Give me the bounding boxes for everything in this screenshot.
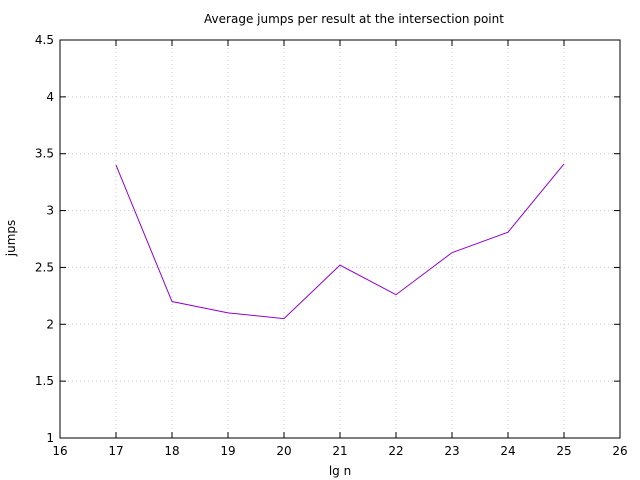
x-tick-label: 22: [388, 444, 403, 458]
y-tick-label: 3: [46, 204, 54, 218]
x-tick-label: 25: [556, 444, 571, 458]
y-tick-label: 2.5: [35, 260, 54, 274]
x-tick-label: 23: [444, 444, 459, 458]
series-lines: [115, 163, 565, 320]
x-tick-label: 21: [332, 444, 347, 458]
y-tick-label: 1.5: [35, 374, 54, 388]
y-tick-label: 3.5: [35, 147, 54, 161]
axis-ticks: [59, 39, 621, 439]
x-tick-label: 19: [220, 444, 235, 458]
x-axis-label: lg n: [329, 464, 351, 478]
x-tick-label: 20: [276, 444, 291, 458]
y-tick-label: 1: [46, 431, 54, 445]
plot-frame: [59, 39, 621, 439]
chart-title: Average jumps per result at the intersec…: [204, 12, 504, 26]
x-tick-label: 16: [52, 444, 67, 458]
y-tick-label: 4: [46, 90, 54, 104]
x-tick-label: 24: [500, 444, 515, 458]
series-line: [115, 163, 565, 320]
x-tick-label: 17: [108, 444, 123, 458]
y-tick-labels: 1 1.5 2 2.5 3 3.5 4 4.5: [35, 33, 54, 445]
grid-lines: [60, 40, 620, 438]
x-tick-label: 26: [612, 444, 627, 458]
x-tick-label: 18: [164, 444, 179, 458]
y-tick-label: 2: [46, 317, 54, 331]
x-tick-labels: 16 17 18 19 20 21 22 23 24 25 26: [52, 444, 627, 458]
y-axis-label: jumps: [4, 220, 18, 258]
y-tick-label: 4.5: [35, 33, 54, 47]
